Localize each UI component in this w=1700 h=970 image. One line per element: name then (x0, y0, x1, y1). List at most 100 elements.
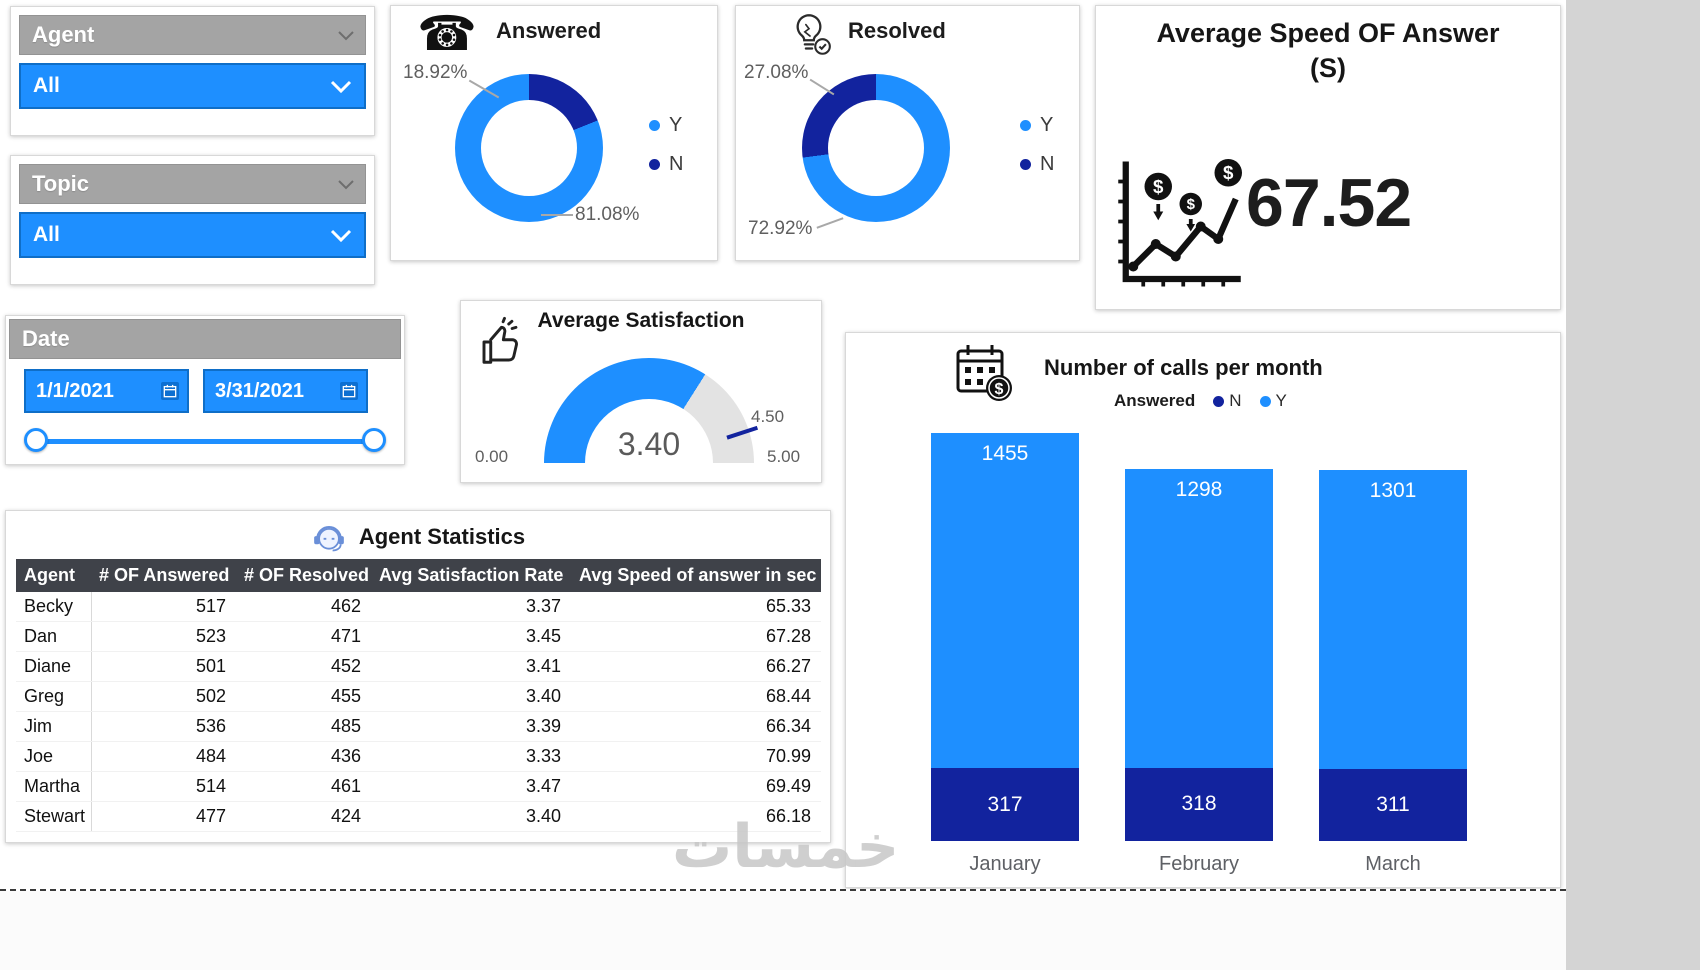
date-end-value: 3/31/2021 (215, 379, 304, 402)
column-header[interactable]: # OF Resolved (236, 559, 371, 592)
date-start-value: 1/1/2021 (36, 379, 114, 402)
legend-item-y[interactable]: Y (1259, 391, 1287, 411)
date-end-input[interactable]: 3/31/2021 (203, 369, 368, 413)
legend-label: Y (669, 114, 683, 136)
legend-item-n[interactable]: N (649, 153, 683, 176)
bar-value-label: 1455 (981, 442, 1029, 466)
table-row[interactable]: Becky 517 462 3.37 65.33 (16, 592, 821, 622)
column-header[interactable]: Agent (16, 559, 91, 592)
value-cell: 66.18 (571, 801, 821, 832)
date-slicer-header: Date (9, 319, 401, 359)
value-cell: 517 (91, 592, 236, 622)
column-header[interactable]: Avg Speed of answer in sec (571, 559, 821, 592)
legend-dot-y (1259, 395, 1271, 407)
satisfaction-title: Average Satisfaction (537, 309, 745, 332)
value-cell: 424 (236, 801, 371, 832)
chevron-down-icon (337, 179, 355, 190)
value-cell: 461 (236, 771, 371, 802)
bar-chart-title: Number of calls per month (1044, 355, 1323, 380)
table-row[interactable]: Greg 502 455 3.40 68.44 (16, 681, 821, 712)
answered-pct-n: 18.92% (403, 62, 468, 83)
slider-track[interactable] (38, 439, 372, 444)
leader-line (541, 214, 573, 216)
gauge-max-label: 5.00 (767, 447, 801, 466)
value-cell: 67.28 (571, 621, 821, 652)
bar-segment-y[interactable]: 1455 (931, 433, 1079, 769)
value-cell: 452 (236, 651, 371, 682)
value-cell: 462 (236, 592, 371, 622)
legend-dot-n (649, 159, 660, 170)
resolved-pct-y: 72.92% (748, 218, 813, 239)
satisfaction-gauge[interactable]: 3.40 (544, 358, 759, 463)
legend-dot-y (1020, 120, 1031, 131)
slider-handle-end[interactable] (362, 428, 386, 452)
gauge-value: 3.40 (617, 426, 681, 462)
agent-statistics-table: Agent # OF Answered # OF Resolved Avg Satis… (16, 559, 821, 832)
table-row[interactable]: Martha 514 461 3.47 69.49 (16, 771, 821, 802)
answered-donut-chart[interactable] (455, 74, 603, 222)
bar-segment-n[interactable]: 317 (931, 768, 1079, 841)
agent-name-cell: Stewart (16, 801, 92, 832)
avg-speed-card[interactable]: Average Speed OF Answer (S) $ $ (1095, 5, 1561, 310)
value-cell: 523 (91, 621, 236, 652)
bar-segment-n[interactable]: 318 (1125, 767, 1273, 841)
calendar-coin-icon: $ (952, 341, 1016, 410)
leader-line (809, 78, 835, 96)
table-title-row: Agent Statistics (6, 511, 830, 557)
legend-label: N (669, 153, 684, 175)
column-header[interactable]: # OF Answered (91, 559, 236, 592)
agent-slicer: Agent All (10, 6, 375, 136)
value-cell: 536 (91, 711, 236, 742)
value-cell: 471 (236, 621, 371, 652)
table-row[interactable]: Stewart 477 424 3.40 66.18 (16, 801, 821, 832)
resolved-legend: Y N (1020, 114, 1054, 176)
calendar-icon[interactable] (340, 382, 358, 400)
report-canvas: Agent All Topic All Date (0, 0, 1566, 891)
agent-slicer-header[interactable]: Agent (19, 15, 366, 55)
legend-item-y[interactable]: Y (1020, 114, 1054, 137)
bar-segment-y[interactable]: 1301 (1319, 469, 1467, 770)
legend-item-n[interactable]: N (1020, 153, 1054, 176)
date-slicer-title: Date (22, 326, 70, 351)
value-cell: 484 (91, 741, 236, 772)
agent-statistics-card: Agent Statistics Agent # OF Answered # OF … (5, 510, 831, 843)
legend-item-n[interactable]: N (1213, 391, 1242, 411)
bar-segment-n[interactable]: 311 (1319, 769, 1467, 841)
agent-slicer-dropdown[interactable]: All (19, 63, 366, 109)
value-cell: 477 (91, 801, 236, 832)
column-header[interactable]: Avg Satisfaction Rate (371, 559, 571, 592)
agent-name-cell: Jim (16, 711, 92, 742)
gauge-min-label: 0.00 (475, 447, 509, 466)
table-row[interactable]: Jim 536 485 3.39 66.34 (16, 711, 821, 742)
agent-name-cell: Greg (16, 681, 92, 712)
satisfaction-gauge-card[interactable]: Average Satisfaction 3.40 0.00 5.00 4.50 (460, 300, 822, 483)
topic-slicer-dropdown[interactable]: All (19, 212, 366, 258)
date-start-input[interactable]: 1/1/2021 (24, 369, 189, 413)
bar-value-label: 311 (1376, 793, 1410, 817)
avg-speed-title-line1: Average Speed OF Answer (1156, 18, 1500, 48)
agent-name-cell: Diane (16, 651, 92, 682)
table-title: Agent Statistics (358, 524, 526, 549)
bar-value-label: 1298 (1175, 477, 1223, 501)
bar-segment-y[interactable]: 1298 (1125, 468, 1273, 768)
svg-text:$: $ (1187, 196, 1196, 213)
bar-february[interactable]: 1298 318 (1125, 433, 1273, 841)
table-row[interactable]: Joe 484 436 3.33 70.99 (16, 741, 821, 772)
legend-item-y[interactable]: Y (649, 114, 683, 137)
agent-slicer-value: All (33, 74, 60, 97)
calendar-icon[interactable] (161, 382, 179, 400)
topic-slicer-header[interactable]: Topic (19, 164, 366, 204)
calls-per-month-card: $ Number of calls per month Answered N Y… (845, 332, 1561, 888)
value-cell: 69.49 (571, 771, 821, 802)
slider-handle-start[interactable] (24, 428, 48, 452)
bar-january[interactable]: 1455 317 (931, 433, 1079, 841)
legend-dot-n (1020, 159, 1031, 170)
topic-slicer-title: Topic (32, 171, 90, 196)
table-row[interactable]: Dan 523 471 3.45 67.28 (16, 621, 821, 652)
date-range-slider[interactable] (24, 425, 386, 459)
table-header-row: Agent # OF Answered # OF Resolved Avg Satis… (16, 559, 821, 592)
answered-legend: Y N (649, 114, 683, 176)
table-row[interactable]: Diane 501 452 3.41 66.27 (16, 651, 821, 682)
resolved-donut-chart[interactable] (802, 74, 950, 222)
bar-march[interactable]: 1301 311 (1319, 433, 1467, 841)
